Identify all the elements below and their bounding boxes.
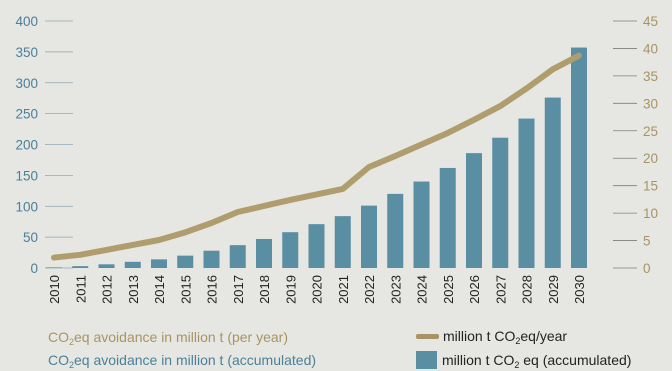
right-axis-tick-label: 15 [643,179,658,194]
x-tick-label: 2020 [310,275,325,304]
legend-item-accumulated-bar: million t CO2 eq (accumulated) [416,351,632,370]
legend-bar-label: million t CO2 eq (accumulated) [442,352,632,370]
bar [72,266,89,268]
x-tick-label: 2026 [467,275,482,304]
x-tick-label: 2029 [546,275,561,304]
bar [282,232,299,268]
x-tick-label: 2028 [520,275,535,304]
bar [177,255,194,268]
bar [256,238,272,268]
bar [544,97,561,268]
x-tick-label: 2023 [388,275,403,304]
bar [151,259,167,268]
right-axis-tick-label: 20 [643,151,658,166]
x-tick-label: 2014 [152,275,167,304]
x-tick-label: 2021 [336,275,351,304]
x-tick-label: 2017 [231,275,246,304]
bar [124,261,141,268]
bar [203,250,220,268]
bar [334,216,351,268]
bar [387,193,404,268]
left-axis-tick-label: 0 [30,261,38,276]
x-tick-label: 2015 [178,275,193,304]
bar [361,205,377,268]
x-tick-label: 2022 [362,275,377,304]
right-axis-tick-label: 0 [643,261,651,276]
left-axis-tick-label: 250 [15,107,38,122]
x-tick-label: 2030 [572,275,587,304]
legend-bar-swatch [416,351,437,369]
x-tick-label: 2025 [441,275,456,304]
right-axis-tick-label: 30 [643,96,658,111]
x-tick-label: 2016 [205,275,220,304]
bar [571,47,587,268]
bar [413,181,430,268]
left-axis-tick-label: 50 [23,230,38,245]
left-axis-tick-label: 100 [15,199,38,214]
left-axis-tick-label: 200 [15,138,38,153]
x-tick-label: 2010 [47,275,62,304]
x-tick-label: 2013 [126,275,141,304]
bar [98,264,115,268]
x-tick-label: 2027 [493,275,508,304]
right-axis-tick-label: 45 [643,14,658,29]
bar [229,245,246,268]
x-tick-label: 2024 [415,275,430,304]
series-line [51,52,582,261]
right-axis-tick-label: 5 [643,234,651,249]
legend-item-yearly-line: million t CO2eq/year [416,328,568,346]
x-tick-label: 2012 [100,275,115,304]
x-tick-label: 2011 [73,275,88,303]
bar [466,153,482,268]
left-axis-label-accumulated: CO2eq avoidance in million t (accumulate… [48,352,317,370]
right-axis-tick-label: 25 [643,124,658,139]
right-axis-tick-label: 10 [643,206,658,221]
x-tick-label: 2019 [283,275,298,304]
bar [518,118,535,268]
left-axis-tick-label: 400 [15,14,38,29]
left-axis-tick-label: 150 [15,168,38,183]
legend-line-swatch [416,333,439,339]
x-tick-label: 2018 [257,275,272,304]
bar [439,167,456,268]
left-axis-tick-label: 300 [15,76,38,91]
left-axis-tick-label: 350 [15,45,38,60]
right-axis-tick-label: 35 [643,69,658,84]
left-axis-label-per-year: CO2eq avoidance in million t (per year) [48,329,289,347]
bar [46,267,62,268]
legend-line-label: million t CO2eq/year [443,328,568,346]
right-axis-tick-label: 40 [643,41,658,56]
bar [492,137,509,268]
bar [308,224,325,268]
